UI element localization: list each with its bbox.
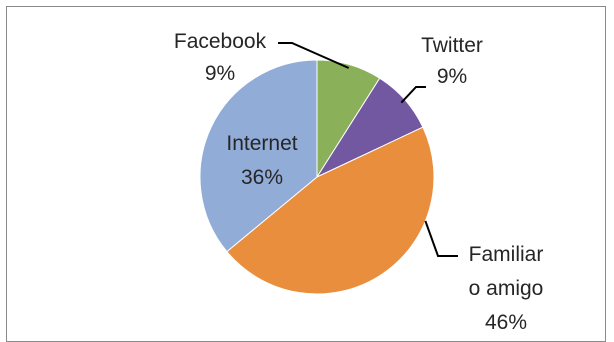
- slice-label-familiar-pct: 46%: [485, 311, 527, 334]
- leader-line-twitter: [400, 86, 426, 104]
- slice-label-twitter-pct: 9%: [437, 65, 467, 88]
- leader-line-facebook: [278, 42, 350, 69]
- slice-label-facebook-name: Facebook: [174, 30, 267, 53]
- slice-label-internet-pct: 36%: [241, 166, 283, 189]
- slice-label-facebook-pct: 9%: [205, 62, 235, 85]
- slice-label-internet-name: Internet: [226, 132, 297, 155]
- slice-label-familiar-name-line1: Familiar: [469, 243, 544, 266]
- slice-label-familiar-name-line2: o amigo: [469, 277, 544, 300]
- pie-slice-familiar: [226, 126, 435, 295]
- pie-slices: [199, 59, 435, 295]
- pie-slice-internet: [199, 59, 318, 253]
- slice-label-twitter-name: Twitter: [421, 34, 483, 57]
- leader-lines: [278, 42, 458, 257]
- leader-line-familiar: [424, 220, 458, 257]
